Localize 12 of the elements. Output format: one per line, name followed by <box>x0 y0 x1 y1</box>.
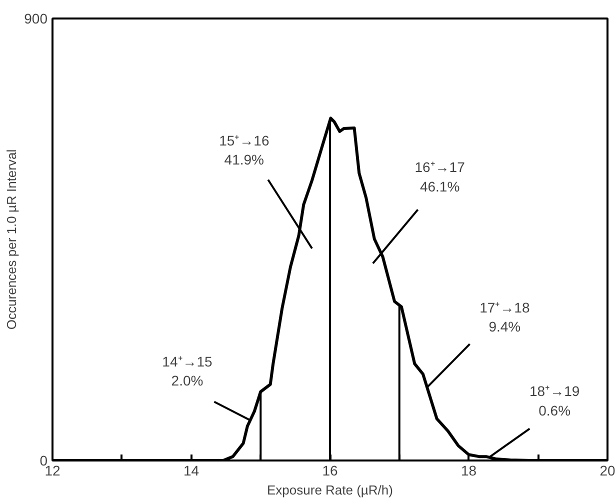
annotation: 14⁺→15 2.0% <box>162 353 213 389</box>
annotation: 18⁺→19 0.6% <box>530 383 580 418</box>
annotation: 16⁺→17 46.1% <box>414 159 466 194</box>
x-tick-label: 18 <box>460 462 477 478</box>
y-axis-title: Occurences per 1.0 µR Interval <box>4 149 20 330</box>
x-tick-label: 14 <box>183 462 200 478</box>
x-tick-label: 16 <box>322 462 338 478</box>
annotation: 15⁺→16 41.9% <box>219 132 270 168</box>
x-tick-label: 20 <box>600 462 615 478</box>
annotation: 17⁺→18 9.4% <box>480 300 530 335</box>
y-tick-label: 900 <box>24 10 48 26</box>
x-axis-title: Exposure Rate (µR/h) <box>267 482 393 498</box>
